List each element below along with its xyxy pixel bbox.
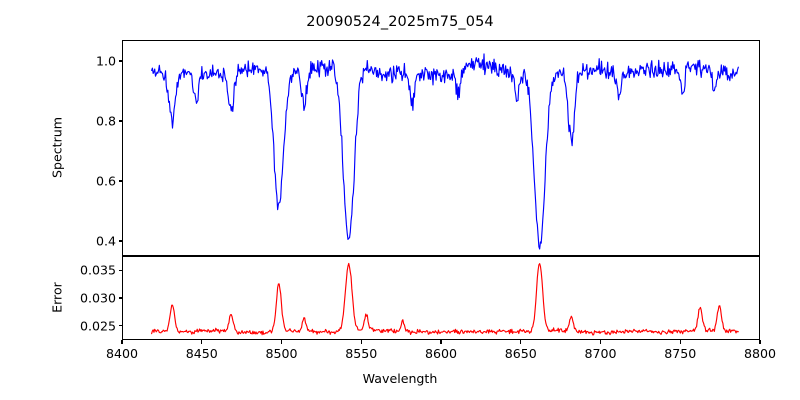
error-trace (151, 262, 739, 336)
x-tick (280, 340, 283, 344)
error-y-tick (118, 297, 122, 299)
error-y-tick-label: 0.035 (79, 262, 116, 278)
error-axes (122, 256, 760, 340)
spectrum-y-tick (118, 120, 122, 122)
x-tick (201, 340, 203, 344)
x-tick-label: 8700 (584, 346, 617, 361)
x-tick-label: 8550 (345, 346, 378, 361)
x-tick-label: 8600 (424, 346, 458, 361)
figure-title: 20090524_2025m75_054 (306, 14, 494, 30)
error-y-tick-label: 0.030 (79, 290, 116, 306)
spectrum-y-tick-label: 1.0 (95, 53, 116, 69)
x-tick (679, 340, 681, 344)
spectrum-y-tick-label: 0.4 (95, 233, 116, 249)
spectrum-y-tick-label: 0.8 (95, 113, 116, 129)
spectrum-line-plot (151, 53, 739, 250)
spectrum-trace (151, 53, 739, 250)
spectrum-y-tick (118, 240, 122, 242)
x-tick (599, 340, 602, 344)
x-tick (121, 340, 123, 344)
x-tick-label: 8750 (664, 346, 697, 361)
x-tick (440, 340, 442, 344)
spectrum-axes (122, 40, 760, 256)
error-line-plot (151, 262, 739, 336)
error-y-tick-label: 0.025 (79, 318, 116, 334)
error-y-tick (118, 269, 122, 271)
x-tick (759, 340, 761, 344)
x-tick-label: 8500 (265, 346, 298, 361)
x-tick (520, 340, 522, 344)
spectrum-y-tick-label: 0.6 (95, 173, 116, 189)
x-tick-label: 8450 (185, 346, 218, 361)
x-tick (360, 340, 362, 344)
error-y-axis-label: Error (49, 282, 65, 313)
x-tick-label: 8400 (105, 346, 139, 361)
spectrum-y-tick (118, 180, 122, 182)
spectrum-y-tick (118, 60, 122, 62)
spectrum-y-axis-label: Spectrum (49, 116, 65, 179)
x-tick-label: 8800 (743, 346, 777, 361)
error-y-tick (118, 325, 122, 327)
x-axis-label: Wavelength (362, 371, 438, 386)
x-tick-label: 8650 (504, 346, 537, 361)
